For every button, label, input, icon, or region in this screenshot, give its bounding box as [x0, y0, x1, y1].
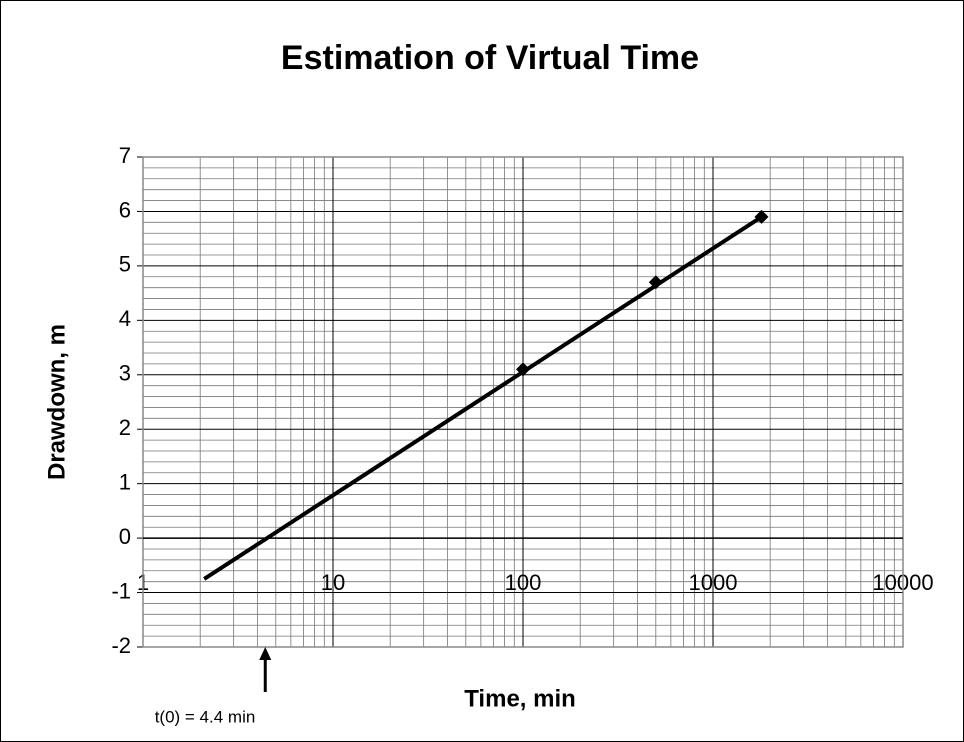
x-axis-label: Time, min	[464, 685, 576, 712]
y-tick-label: -2	[111, 633, 131, 658]
y-tick-label: 0	[119, 524, 131, 549]
plot-border	[142, 156, 904, 648]
annotation-text: t(0) = 4.4 min	[155, 707, 256, 726]
y-tick-label: 6	[119, 197, 131, 222]
x-tick-label: 10	[321, 570, 345, 595]
y-tick-label: 3	[119, 361, 131, 386]
y-tick-label: 1	[119, 469, 131, 494]
y-axis-label: Drawdown, m	[43, 324, 70, 480]
chart-title: Estimation of Virtual Time	[281, 39, 699, 77]
y-tick-label: 4	[119, 306, 131, 331]
y-tick-label: 5	[119, 252, 131, 277]
y-tick-label: -1	[111, 578, 131, 603]
x-tick-label: 1000	[689, 570, 738, 595]
trend-line	[203, 215, 763, 581]
y-tick-label: 7	[119, 143, 131, 168]
annotation-arrowhead	[259, 647, 272, 660]
y-tick-label: 2	[119, 415, 131, 440]
x-tick-label: 100	[505, 570, 542, 595]
